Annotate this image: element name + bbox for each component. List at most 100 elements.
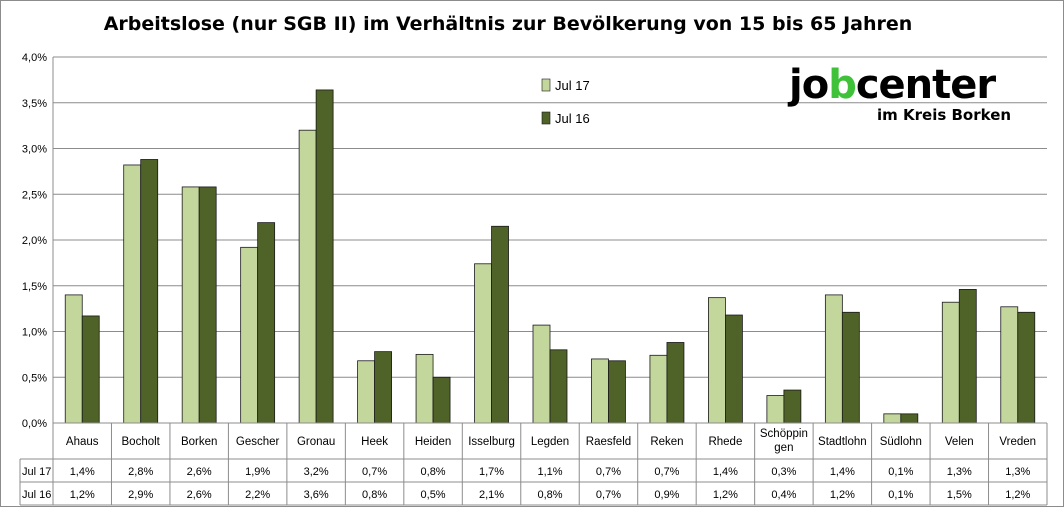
table-value: 0,3% — [771, 466, 796, 478]
bar-jul-17 — [298, 129, 317, 424]
table-value: 2,2% — [245, 489, 270, 501]
bar-jul-16 — [432, 376, 451, 424]
table-value: 2,1% — [479, 489, 504, 501]
bar-jul-16 — [549, 349, 568, 424]
bar-jul-16 — [198, 186, 217, 424]
table-value: 1,3% — [1005, 466, 1030, 478]
logo-wordmark: jobcenter — [789, 61, 996, 109]
bar-jul-17 — [415, 353, 434, 424]
y-tick-label: 0,0% — [22, 418, 47, 430]
bar-jul-16 — [140, 159, 159, 424]
x-category-label: Bocholt — [122, 436, 161, 448]
y-tick-label: 2,5% — [22, 189, 47, 201]
bar-jul-16 — [958, 289, 977, 424]
x-category-label: Ahaus — [66, 436, 99, 448]
x-category-label: Legden — [531, 436, 569, 448]
table-value: 0,9% — [654, 489, 679, 501]
bar-jul-16 — [666, 342, 685, 424]
x-category-label: gen — [774, 442, 793, 454]
x-category-label: Rhede — [708, 436, 742, 448]
logo-part-jo: jo — [789, 62, 829, 108]
table-value: 0,4% — [771, 489, 796, 501]
y-tick-label: 3,5% — [22, 98, 47, 110]
bar-jul-17 — [474, 263, 492, 424]
bar-jul-17 — [591, 358, 609, 424]
table-value: 2,8% — [128, 466, 153, 478]
bar-jul-16 — [257, 222, 276, 424]
x-category-label: Isselburg — [468, 436, 515, 448]
logo-part-center: center — [855, 62, 996, 108]
x-category-label: Vreden — [999, 436, 1036, 448]
y-tick-label: 4,0% — [22, 52, 47, 64]
bar-jul-16 — [725, 314, 743, 424]
bar-jul-17 — [123, 164, 142, 424]
y-tick-label: 3,0% — [22, 144, 47, 156]
bar-jul-16 — [315, 89, 334, 424]
table-series-name: Jul 16 — [22, 489, 51, 501]
table-value: 2,9% — [128, 489, 153, 501]
table-value: 0,8% — [362, 489, 387, 501]
bar-jul-16 — [374, 351, 392, 424]
table-value: 0,1% — [888, 466, 913, 478]
bar-jul-16 — [608, 360, 626, 424]
bar-jul-17 — [357, 360, 375, 424]
table-value: 1,7% — [479, 466, 504, 478]
x-category-label: Gronau — [297, 436, 335, 448]
table-value: 0,8% — [537, 489, 562, 501]
x-category-label: Schöppin — [760, 428, 808, 440]
x-category-label: Gescher — [236, 436, 280, 448]
x-category-label: Borken — [181, 436, 217, 448]
y-tick-label: 0,5% — [22, 372, 47, 384]
table-value: 2,6% — [187, 466, 212, 478]
bar-jul-16 — [783, 389, 802, 424]
bar-jul-17 — [766, 395, 785, 424]
table-value: 1,2% — [830, 489, 855, 501]
x-category-label: Heek — [361, 436, 388, 448]
bar-jul-17 — [532, 324, 551, 424]
y-tick-label: 2,0% — [22, 235, 47, 247]
bar-jul-16 — [1017, 311, 1036, 424]
bar-jul-17 — [824, 294, 843, 424]
bar-jul-17 — [883, 413, 902, 424]
legend-swatch — [541, 78, 551, 92]
bar-jul-16 — [491, 225, 509, 424]
table-value: 1,2% — [713, 489, 738, 501]
table-value: 1,9% — [245, 466, 270, 478]
table-value: 3,6% — [304, 489, 329, 501]
table-value: 3,2% — [304, 466, 329, 478]
legend-swatch — [541, 111, 551, 125]
table-value: 1,5% — [947, 489, 972, 501]
logo-subline: im Kreis Borken — [877, 106, 1012, 124]
bar-jul-16 — [841, 311, 860, 424]
bar-jul-16 — [81, 315, 100, 424]
table-value: 0,7% — [596, 489, 621, 501]
logo-part-b: b — [828, 62, 857, 108]
legend-label: Jul 16 — [555, 111, 590, 126]
bar-jul-17 — [708, 297, 726, 424]
table-value: 1,3% — [947, 466, 972, 478]
table-value: 1,4% — [830, 466, 855, 478]
table-value: 2,6% — [187, 489, 212, 501]
table-series-name: Jul 17 — [22, 466, 51, 478]
table-value: 0,7% — [362, 466, 387, 478]
y-tick-label: 1,0% — [22, 327, 47, 339]
table-value: 1,1% — [537, 466, 562, 478]
x-category-label: Heiden — [415, 436, 451, 448]
chart-title: Arbeitslose (nur SGB II) im Verhältnis z… — [103, 13, 913, 35]
bar-jul-17 — [1000, 306, 1019, 424]
table-value: 0,1% — [888, 489, 913, 501]
table-value: 0,7% — [596, 466, 621, 478]
table-value: 0,5% — [421, 489, 446, 501]
y-tick-label: 1,5% — [22, 281, 47, 293]
bar-jul-17 — [941, 301, 960, 424]
bar-jul-16 — [900, 413, 919, 424]
bar-jul-17 — [181, 186, 200, 424]
legend-label: Jul 17 — [555, 78, 590, 93]
bar-jul-17 — [649, 354, 668, 424]
bar-jul-17 — [64, 294, 83, 424]
table-value: 0,7% — [654, 466, 679, 478]
table-value: 1,4% — [70, 466, 95, 478]
table-value: 0,8% — [421, 466, 446, 478]
